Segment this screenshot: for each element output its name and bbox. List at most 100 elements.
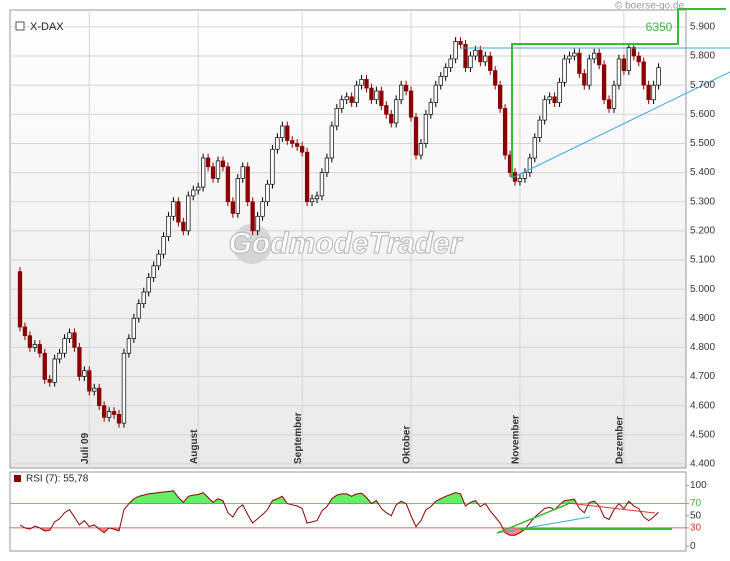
candle-body [270,148,275,185]
candle-body [191,189,196,197]
candle-body [121,352,127,424]
candle-body [161,236,166,255]
candle-body [438,76,443,86]
candle-body [186,195,191,232]
candle-body [349,96,354,103]
candle-body [384,105,389,115]
candle-body [235,178,240,214]
candle-body [106,411,112,418]
candle-body [651,84,656,101]
candle-body [196,186,201,191]
candle-body [166,215,171,238]
candle-body [359,78,364,86]
candle-body [413,116,419,156]
candle-body [201,157,206,188]
candle-body [17,271,23,328]
watermark-group: GodmodeTrader [228,224,464,264]
candle-body [171,201,176,217]
y-tick-label: 5.800 [690,51,715,62]
candle-body [314,195,320,200]
candle-body [309,198,315,203]
candle-body [473,49,478,57]
candle-body [255,215,260,232]
candle-body [582,73,587,86]
candle-body [502,108,508,156]
candle-body [87,370,92,392]
candle-body [220,160,226,168]
candle-body [339,99,344,109]
candle-body [32,344,37,348]
candle-body [572,52,577,57]
candle-body [181,221,186,232]
candle-body [646,84,651,101]
rsi-tick-label: 30 [690,523,702,534]
candle-body [389,113,394,124]
candle-body [57,352,62,360]
candle-body [319,172,325,197]
candle-body [111,411,117,415]
candle-body [399,84,404,101]
x-tick-label: Dezember [615,416,626,464]
candle-body [448,58,453,69]
candle-body [116,414,122,424]
candle-body [656,67,661,86]
candle-body [265,183,270,203]
candle-body [364,78,369,89]
chart-title: X-DAX [30,21,64,33]
candle-body [478,49,483,63]
y-tick-label: 4.700 [690,371,715,382]
candle-body [443,67,448,77]
candle-body [280,125,285,138]
candle-body [47,379,52,383]
y-tick-label: 5.400 [690,167,715,178]
y-tick-label: 5.000 [690,284,715,295]
watermark-logo [232,224,272,264]
candle-body [210,166,216,179]
grid [10,10,686,468]
candle-body [463,44,468,69]
candle-body [72,332,77,348]
candle-body [498,84,503,109]
candle-body [517,178,523,182]
candle-body [27,335,33,348]
candle-body [379,90,384,106]
x-tick-label: Juli 09 [80,432,91,464]
candle-body [557,81,562,103]
source: © boerse-go.de [615,1,685,12]
candle-body [300,146,305,153]
candle-body [126,338,132,354]
candle-body [611,84,617,109]
candle-body [22,326,28,337]
candle-body [433,84,438,103]
rsi-title: RSI (7): 55,78 [26,474,89,485]
candle-body [334,108,339,127]
candle-body [344,96,349,101]
candle-body [547,96,552,101]
y-tick-label: 5.100 [690,255,715,266]
candle-body [136,303,141,319]
candle-body [621,58,627,71]
candle-body [146,277,151,293]
y-tick-label: 5.600 [690,109,715,120]
candle-body [369,87,374,101]
candle-body [483,55,488,63]
candle-body [205,157,211,168]
candle-body [67,332,72,339]
drawings [460,8,730,534]
candle-body [527,157,532,173]
candle-body [295,143,300,147]
candle-body [101,405,107,418]
x-tick-label: Oktober [402,426,413,464]
y-tick-label: 4.900 [690,313,715,324]
y-tick-label: 4.600 [690,400,715,411]
y-tick-label: 4.500 [690,429,715,440]
y-tick-label: 5.200 [690,225,715,236]
candle-body [592,52,597,60]
legend-swatch [15,21,25,31]
candle-body [354,84,359,103]
candle-body [52,358,57,383]
candle-body [42,352,47,380]
candle-body [418,143,424,156]
candle-body [458,41,463,45]
